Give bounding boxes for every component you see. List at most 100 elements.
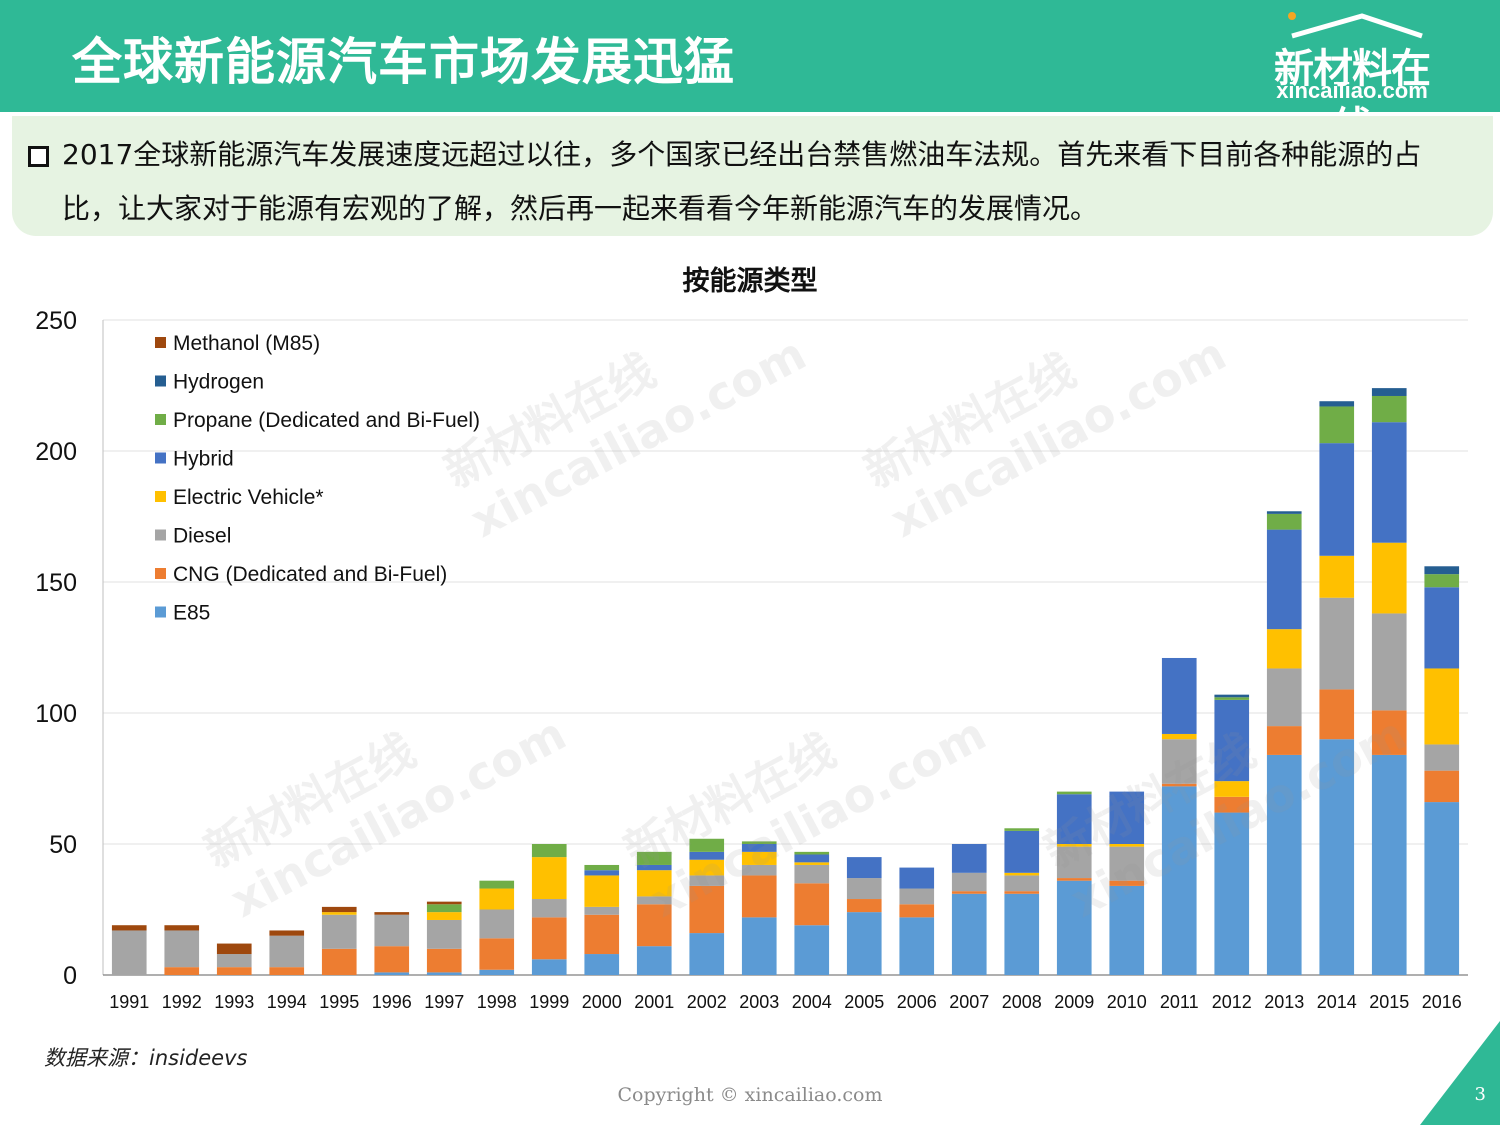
bar-segment (321, 914, 357, 949)
bar-segment (1004, 830, 1040, 873)
x-tick-label: 1995 (319, 992, 359, 1012)
y-tick-label: 250 (35, 307, 77, 335)
bar-segment (1371, 422, 1407, 543)
x-tick-label: 1999 (529, 992, 569, 1012)
x-tick-label: 2003 (739, 992, 779, 1012)
bar-segment (216, 954, 252, 968)
legend-label: CNG (Dedicated and Bi-Fuel) (173, 563, 447, 586)
bar-segment (846, 857, 882, 879)
intro-box: 2017全球新能源汽车发展速度远超过以往，多个国家已经出台禁售燃油车法规。首先来… (12, 116, 1493, 236)
page-title: 全球新能源汽车市场发展迅猛 (72, 33, 735, 91)
legend-label: Methanol (M85) (173, 332, 320, 355)
bar-segment (1371, 542, 1407, 614)
x-tick-label: 1996 (372, 992, 412, 1012)
bar-segment (1424, 587, 1460, 669)
bar-segment (689, 859, 725, 876)
bar-segment (636, 864, 672, 871)
bar-segment (1266, 529, 1302, 630)
bar-segment (1424, 574, 1460, 588)
bar-segment (1371, 710, 1407, 755)
bar-segment (741, 851, 777, 865)
bar-segment (1214, 699, 1250, 782)
bar-segment (1214, 812, 1250, 975)
x-tick-label: 2011 (1160, 992, 1199, 1012)
bar-segment (531, 899, 567, 918)
bar-segment (1266, 513, 1302, 530)
legend-swatch (155, 606, 166, 618)
stacked-bar-chart: 按能源类型 0 50 100 150 200 250 1991 1992 1993 1994 1995… (35, 265, 1468, 1012)
legend-swatch (155, 337, 166, 348)
bar-segment (689, 875, 725, 886)
bar-segment (1214, 796, 1250, 813)
logo-english-text: xincailiao.com (1276, 78, 1428, 103)
bar-segment (846, 912, 882, 975)
bar-segment (269, 930, 305, 936)
bar-segment (216, 943, 252, 955)
bar-segment (1004, 872, 1040, 876)
bar-segment (531, 959, 567, 975)
bar-segment (1371, 388, 1407, 396)
legend-label: Hybrid (173, 448, 234, 471)
bar-segment (479, 909, 515, 939)
bar-segment (1056, 791, 1092, 795)
roof-icon (1288, 12, 1423, 39)
intro-line-2: 比，让大家对于能源有宏观的了解，然后再一起来看看今年新能源汽车的发展情况。 (62, 192, 1099, 225)
legend-label: Diesel (173, 525, 231, 548)
corner-triangle (1420, 1021, 1500, 1125)
bar-segment (321, 912, 357, 915)
bar-segment (636, 851, 672, 865)
bar-segment (741, 917, 777, 975)
bar-segment (794, 883, 830, 926)
bar-segment (584, 864, 620, 871)
copyright: Copyright © xincailiao.com (617, 1084, 883, 1106)
bar-segment (374, 972, 410, 975)
legend-label: Propane (Dedicated and Bi-Fuel) (173, 409, 480, 432)
legend-swatch (155, 568, 166, 579)
bar-segment (741, 844, 777, 852)
y-tick-label: 200 (35, 438, 77, 466)
bar-segment (1266, 754, 1302, 975)
bar-segment (584, 870, 620, 876)
bar-segment (164, 925, 200, 931)
bar-segment (1424, 668, 1460, 745)
bar-segment (636, 946, 672, 975)
bar-segment (1214, 781, 1250, 797)
bar-segment (1214, 697, 1250, 700)
x-tick-label: 1992 (162, 992, 202, 1012)
bar-segment (1371, 395, 1407, 423)
bar-segment (1161, 739, 1197, 784)
x-tick-label: 2012 (1212, 992, 1252, 1012)
bar-segment (426, 901, 462, 905)
bar-segment (111, 930, 147, 975)
bar-segment (1319, 443, 1355, 556)
bar-segment (479, 880, 515, 889)
bar-segment (1161, 733, 1197, 740)
bar-segment (426, 972, 462, 975)
bar-segment (321, 948, 357, 975)
y-tick-label: 50 (49, 831, 77, 859)
bar-segment (846, 899, 882, 913)
bar-segment (1319, 401, 1355, 407)
bar-segment (1056, 794, 1092, 844)
bar-segment (269, 935, 305, 968)
bar-segment (1319, 739, 1355, 975)
bar-segment (111, 925, 147, 931)
legend-label: Hydrogen (173, 371, 264, 394)
bar-segment (584, 954, 620, 975)
x-tick-label: 1993 (214, 992, 254, 1012)
bar-segment (584, 906, 620, 915)
bar-segment (951, 872, 987, 892)
data-source-note: 数据来源：insideevs (44, 1046, 248, 1070)
bar-segment (216, 967, 252, 975)
bar-segment (1109, 791, 1145, 844)
bar-segment (1109, 880, 1145, 886)
bar-segment (951, 891, 987, 894)
square-bullet-icon (28, 146, 49, 167)
bar-segment (1109, 885, 1145, 975)
y-tick-label: 100 (35, 700, 77, 728)
intro-text: 2017全球新能源汽车发展速度远超过以往，多个国家已经出台禁售燃油车法规。首先来… (62, 128, 1482, 236)
bar-segment (689, 885, 725, 934)
bar-segment (1214, 694, 1250, 698)
bar-segment (1424, 770, 1460, 803)
legend-swatch (155, 529, 166, 541)
